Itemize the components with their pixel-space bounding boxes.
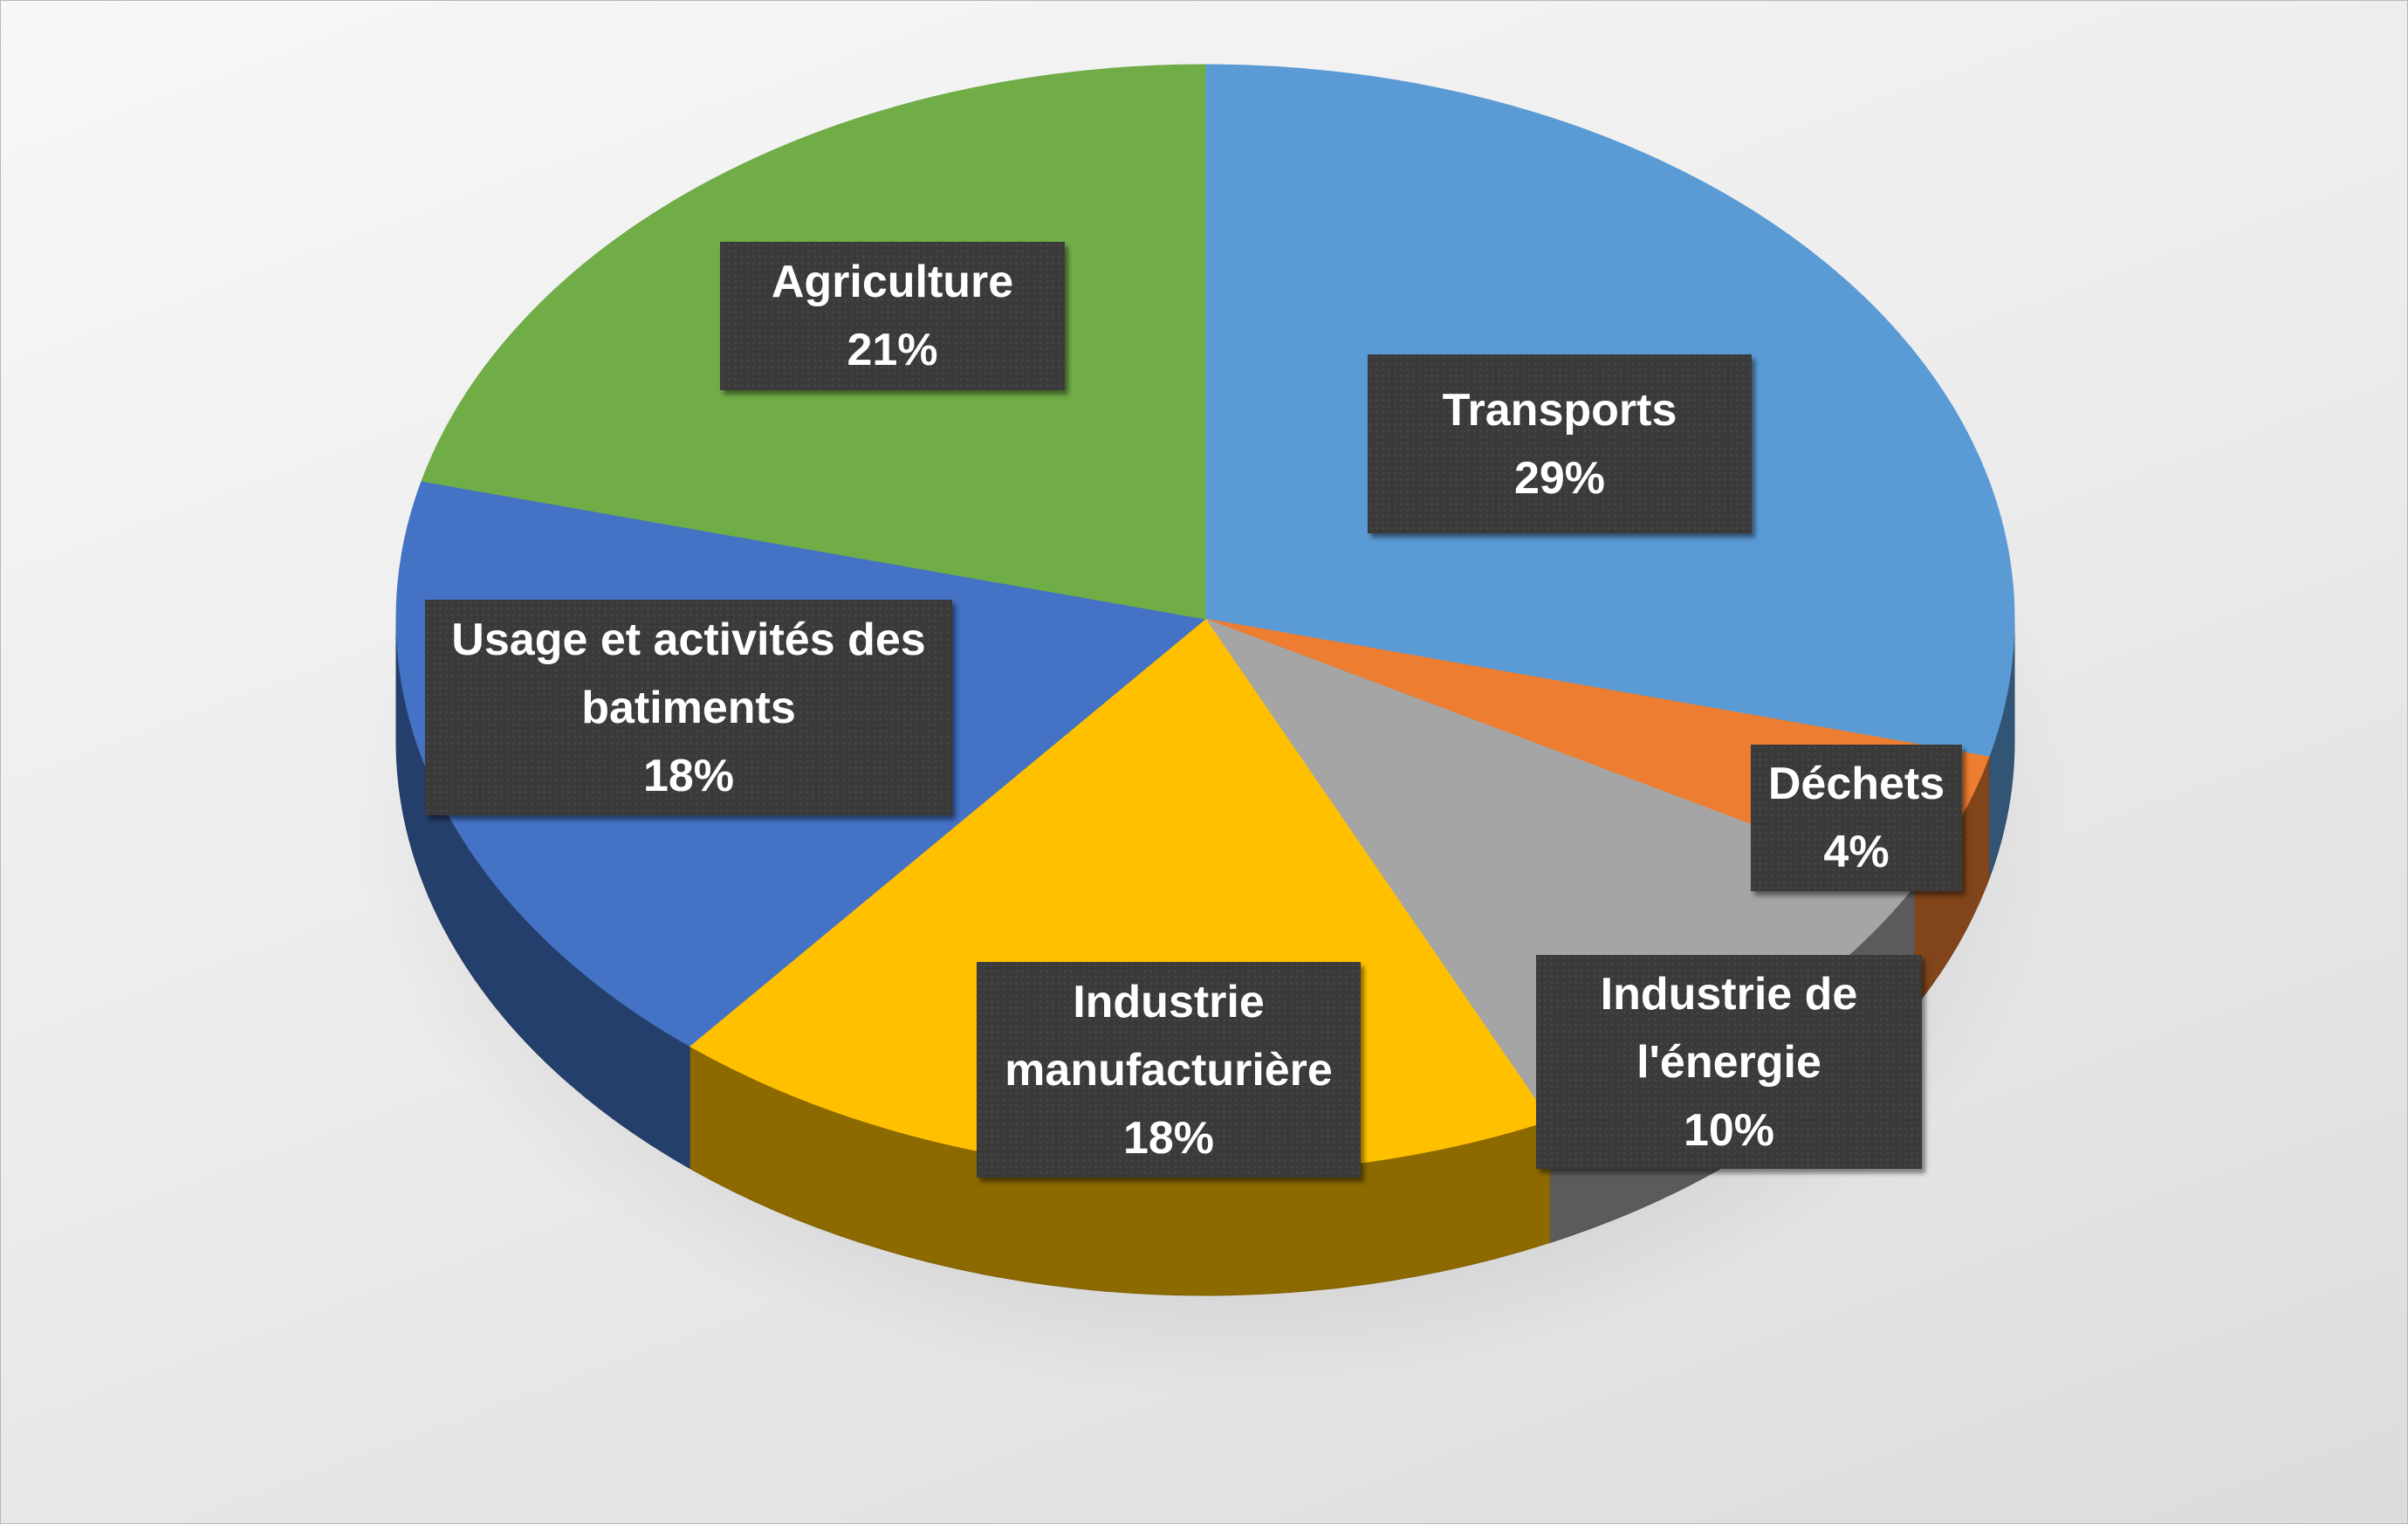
label-dechets: Déchets 4%	[1751, 745, 1962, 891]
label-agriculture: Agriculture 21%	[720, 242, 1065, 390]
label-industrie-manufacturiere: Industrie manufacturière 18%	[977, 962, 1361, 1178]
label-usage-batiments: Usage et activités des batiments 18%	[425, 600, 952, 815]
label-industrie-energie: Industrie de l'énergie 10%	[1536, 955, 1922, 1169]
label-transports: Transports 29%	[1368, 354, 1752, 533]
